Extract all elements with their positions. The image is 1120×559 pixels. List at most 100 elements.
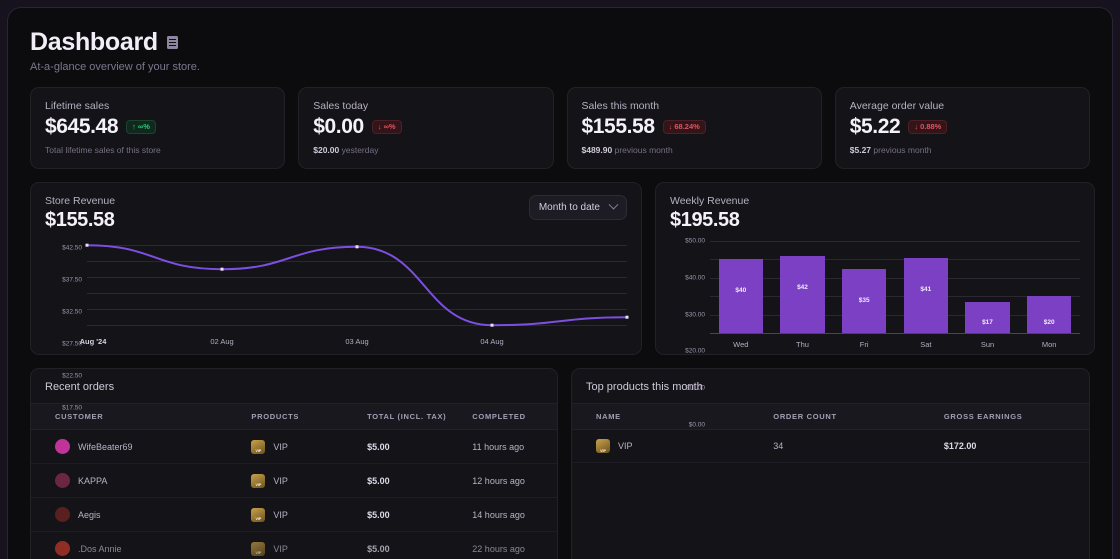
stat-value: $0.00 — [313, 115, 364, 138]
stat-card: Average order value $5.22 ↓ 0.88% $5.27 prev… — [834, 87, 1090, 169]
gridline: $30.00 — [685, 277, 1080, 318]
app-window: Dashboard At-a-glance overview of your s… — [7, 7, 1113, 559]
trend-arrow-icon: ↓ — [377, 122, 382, 132]
bar: $41 — [903, 257, 949, 333]
x-axis-tick-label: Sat — [920, 340, 932, 349]
y-axis-tick-label: $37.50 — [62, 276, 82, 284]
date-range-select[interactable]: Month to date — [528, 195, 627, 220]
stat-change-badge: ↓ 0.88% — [908, 119, 948, 135]
stat-footnote: $20.00 yesterday — [313, 145, 538, 155]
y-axis-tick-label: $0.00 — [688, 421, 705, 429]
x-axis-tick-label: Thu — [796, 340, 809, 349]
stat-footnote-text: previous month — [612, 145, 673, 155]
bar-value-label: $40 — [735, 287, 747, 295]
store-revenue-line-chart: $42.50 $37.50 $32.50 $27.50 $22.50 $17.50 Aug … — [62, 242, 629, 412]
gridline: $32.50 — [62, 277, 627, 316]
customer-name: Aegis — [78, 509, 101, 520]
product-icon — [596, 439, 610, 453]
gross-earnings: $172.00 — [933, 429, 1089, 463]
x-axis-line — [710, 333, 1080, 334]
stat-change-badge: ↓ ∞% — [371, 119, 402, 135]
top-products-panel: Top products this month NAME ORDER COUNT G… — [571, 368, 1090, 559]
order-completed: 22 hours ago — [462, 531, 557, 559]
gridline: $27.50 — [62, 293, 627, 348]
stat-footnote-text: Total lifetime sales of this store — [45, 145, 161, 155]
customer-name: KAPPA — [78, 475, 108, 486]
stat-card: Lifetime sales $645.48 ↑ ∞% Total lifetime s… — [30, 87, 286, 169]
bar-value-label: $42 — [797, 283, 808, 291]
customer-name: .Dos Annie — [78, 543, 122, 554]
order-total: $5.00 — [357, 463, 463, 498]
order-count: 34 — [763, 429, 934, 463]
trend-arrow-icon: ↑ — [132, 122, 136, 132]
y-axis-tick-label: $32.50 — [62, 308, 82, 316]
trend-arrow-icon: ↓ — [668, 122, 673, 132]
trend-arrow-icon: ↓ — [914, 122, 919, 132]
stat-footnote-value: $5.27 — [849, 145, 872, 155]
stat-label: Sales today — [313, 100, 369, 112]
avatar — [55, 507, 70, 522]
recent-orders-panel: Recent orders CUSTOMER PRODUCTS TOTAL (INC… — [30, 368, 558, 559]
store-revenue-label: Store Revenue — [45, 195, 116, 207]
stat-change-badge: ↑ ∞% — [126, 119, 156, 135]
stat-change-badge: ↓ 68.24% — [662, 119, 706, 135]
column-header: ORDER COUNT — [763, 403, 934, 430]
table-row[interactable]: VIP 34$172.00 — [572, 429, 1089, 463]
y-axis-tick-label: $50.00 — [685, 237, 705, 245]
product-name: VIP — [273, 509, 288, 520]
bar: $40 — [718, 259, 764, 333]
bar: $35 — [841, 268, 887, 333]
y-axis-tick-label: $17.50 — [62, 404, 82, 412]
stat-value: $645.48 — [45, 115, 119, 138]
product-icon — [251, 473, 266, 488]
x-axis-tick-label: Sun — [980, 340, 995, 349]
customer-name: WifeBeater69 — [78, 441, 133, 452]
x-axis-tick-label: Wed — [733, 340, 749, 349]
gridline: $22.50 — [62, 309, 627, 380]
x-axis-tick-label: 04 Aug — [480, 337, 504, 346]
chevron-down-icon — [608, 199, 619, 210]
recent-orders-table: CUSTOMER PRODUCTS TOTAL (INCL. TAX) COMPLET… — [31, 403, 557, 559]
column-header: PRODUCTS — [241, 403, 358, 430]
weekly-revenue-label: Weekly Revenue — [670, 195, 750, 207]
product-icon — [251, 439, 266, 454]
stat-label: Lifetime sales — [45, 100, 110, 112]
x-axis-tick-label: Mon — [1041, 340, 1057, 349]
stat-footnote: $489.90 previous month — [582, 145, 807, 155]
stat-change-value: ∞% — [137, 122, 150, 132]
gridline: $17.50 — [62, 325, 627, 412]
store-revenue-value: $155.58 — [45, 209, 115, 231]
gridline: $20.00 — [685, 296, 1080, 355]
order-completed: 14 hours ago — [462, 497, 557, 532]
bar-value-label: $17 — [982, 318, 993, 326]
bar-value-label: $41 — [920, 285, 932, 293]
bar: $42 — [780, 255, 825, 333]
product-icon — [251, 507, 266, 522]
column-header: COMPLETED — [462, 403, 557, 430]
bar: $17 — [965, 301, 1010, 333]
order-total: $5.00 — [357, 429, 463, 464]
stat-footnote-text: yesterday — [339, 145, 379, 155]
product-name: VIP — [273, 543, 288, 554]
table-header-row: CUSTOMER PRODUCTS TOTAL (INCL. TAX) COMPLET… — [31, 403, 557, 430]
x-axis-tick-label: Fri — [859, 340, 869, 349]
document-icon[interactable] — [166, 36, 178, 49]
stat-change-value: 68.24% — [674, 122, 700, 132]
gridline: $10.00 — [685, 314, 1080, 392]
gridline: $50.00 — [685, 238, 1080, 245]
stat-change-value: ∞% — [383, 122, 396, 132]
y-axis-tick-label: $20.00 — [685, 347, 705, 355]
stat-label: Average order value — [849, 100, 945, 112]
gridline: $40.00 — [685, 259, 1080, 281]
gridline: $37.50 — [62, 261, 627, 284]
y-axis-tick-label: $30.00 — [685, 311, 705, 319]
stat-value: $5.22 — [849, 115, 901, 138]
store-revenue-panel: Store Revenue $155.58 Month to date $42.… — [30, 182, 642, 412]
avatar — [55, 473, 70, 488]
stat-footnote: $5.27 previous month — [850, 145, 1075, 155]
